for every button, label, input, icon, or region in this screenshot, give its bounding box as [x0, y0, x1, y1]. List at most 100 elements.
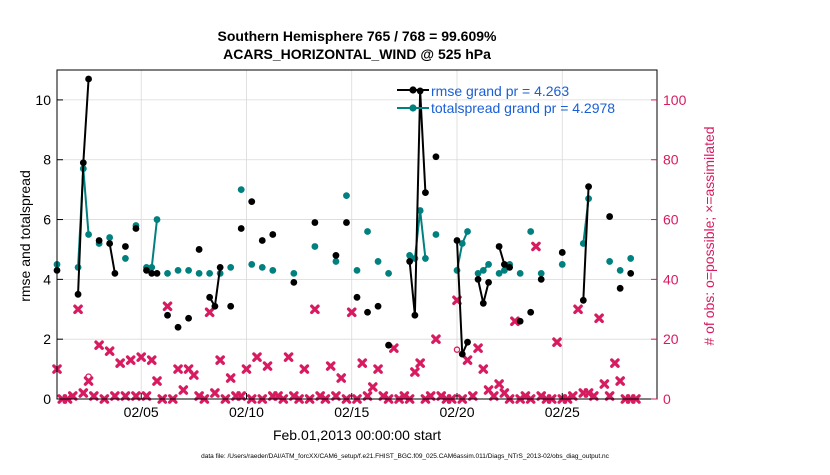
obs-assimilated-marker	[346, 307, 357, 318]
obs-assimilated-marker	[510, 316, 520, 327]
obs-assimilated-marker	[73, 304, 83, 315]
spread-point	[106, 234, 114, 241]
rmse-point	[474, 275, 482, 283]
obs-assimilated-marker	[210, 388, 220, 398]
x-tick-label: 02/25	[545, 404, 580, 420]
obs-assimilated-marker	[252, 352, 262, 362]
rmse-point	[343, 219, 350, 226]
spread-point	[122, 255, 129, 262]
rmse-point	[558, 249, 566, 256]
spread-point	[206, 269, 214, 277]
y-tick-right-label: 0	[663, 391, 671, 407]
spread-point	[269, 266, 277, 274]
y-tick-right-label: 60	[663, 212, 679, 228]
obs-assimilated-marker	[189, 370, 199, 380]
plot-frame	[56, 69, 658, 400]
rmse-point	[111, 269, 119, 277]
y-tick-left-label: 8	[43, 152, 51, 168]
obs-assimilated-marker	[136, 352, 147, 362]
obs-assimilated-marker	[131, 391, 141, 401]
obs-assimilated-marker	[141, 391, 152, 401]
rmse-point	[616, 284, 624, 292]
rmse-point	[174, 323, 182, 331]
y-tick-left-label: 10	[35, 92, 51, 108]
rmse-point	[495, 243, 503, 250]
spread-point	[616, 266, 624, 274]
spread-point	[558, 261, 566, 268]
obs-assimilated-marker	[373, 364, 383, 374]
rmse-point	[143, 266, 150, 274]
rmse-point	[216, 264, 224, 271]
y-tick-right-label: 20	[663, 331, 679, 347]
obs-assimilated-marker	[357, 358, 368, 368]
spread-point	[227, 264, 235, 271]
obs-assimilated-marker	[594, 313, 604, 324]
spread-point	[458, 240, 466, 247]
x-tick-label: 02/15	[334, 404, 369, 420]
rmse-point	[500, 261, 508, 268]
rmse-point	[290, 278, 298, 286]
obs-assimilated-marker	[378, 391, 389, 401]
rmse-point	[527, 308, 535, 316]
obs-assimilated-marker	[425, 391, 436, 401]
obs-possible-marker	[453, 346, 461, 353]
spread-point	[258, 264, 266, 271]
y-tick-right-label: 80	[663, 152, 679, 168]
obs-assimilated-marker	[536, 391, 547, 401]
obs-assimilated-marker	[331, 391, 341, 401]
rmse-point	[164, 311, 171, 319]
y-tick-left-label: 0	[43, 391, 51, 407]
obs-assimilated-marker	[173, 364, 183, 374]
rmse-point	[148, 269, 156, 277]
obs-assimilated-marker	[604, 391, 615, 401]
spread-point	[311, 243, 319, 250]
rmse-point	[74, 290, 82, 298]
obs-assimilated-marker	[310, 304, 320, 315]
obs-assimilated-marker	[520, 391, 531, 401]
rmse-point	[211, 302, 219, 310]
obs-assimilated-marker	[215, 355, 225, 365]
obs-assimilated-marker	[367, 382, 378, 392]
obs-assimilated-marker	[573, 304, 583, 315]
obs-assimilated-marker	[89, 391, 99, 401]
obs-assimilated-marker	[78, 388, 89, 398]
rmse-point	[95, 237, 103, 244]
obs-assimilated-marker	[325, 361, 336, 371]
spread-point	[332, 258, 340, 265]
obs-assimilated-marker	[415, 358, 425, 368]
spread-point	[374, 258, 382, 265]
series-layer	[52, 75, 641, 404]
spread-point	[432, 231, 440, 238]
rmse-point	[364, 308, 371, 316]
rmse-point	[464, 338, 471, 346]
spread-point	[527, 228, 535, 235]
spread-point	[500, 266, 508, 274]
obs-assimilated-marker	[125, 355, 136, 365]
obs-assimilated-marker	[67, 391, 78, 401]
rmse-point	[85, 75, 92, 83]
y-tick-right-label: 100	[663, 92, 687, 108]
obs-assimilated-marker	[94, 340, 104, 350]
obs-assimilated-marker	[494, 379, 504, 389]
rmse-point	[374, 302, 382, 310]
rmse-point	[248, 198, 256, 206]
rmse-point	[258, 237, 266, 244]
rmse-line	[108, 243, 116, 274]
x-tick-label: 02/10	[229, 404, 264, 420]
rmse-point	[79, 159, 87, 167]
obs-assimilated-marker	[236, 391, 247, 401]
x-tick-label: 02/20	[439, 404, 474, 420]
spread-point	[606, 258, 614, 265]
obs-assimilated-marker	[362, 391, 373, 401]
obs-assimilated-marker	[162, 301, 173, 312]
obs-assimilated-marker	[120, 391, 131, 401]
rmse-point	[627, 269, 635, 277]
rmse-point	[195, 246, 203, 253]
rmse-point	[458, 350, 466, 358]
spread-point	[495, 269, 503, 277]
y-axis-left: 0 2 4 6 8 10	[35, 92, 63, 407]
obs-assimilated-marker	[552, 337, 562, 347]
spread-point	[627, 255, 635, 262]
rmse-point	[185, 314, 192, 322]
